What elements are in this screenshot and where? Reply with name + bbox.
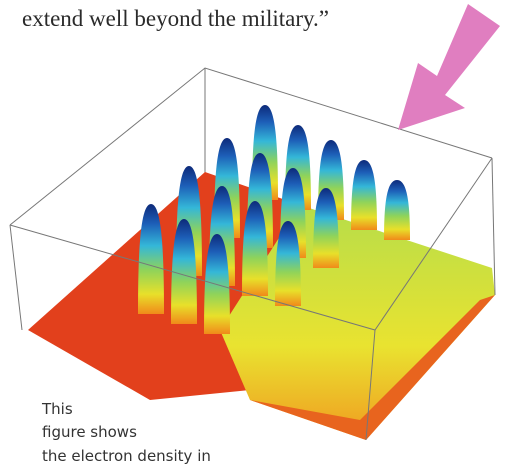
- quote: extend well beyond the military.”: [22, 6, 329, 32]
- peak: [351, 160, 377, 230]
- caption-line: the electron density in: [42, 447, 211, 465]
- figure: [0, 0, 507, 467]
- arrow: [398, 4, 500, 130]
- caption-line: figure shows: [42, 423, 137, 441]
- page: extend well beyond the military.” This f…: [0, 0, 507, 467]
- caption-line: This: [42, 400, 73, 418]
- peak: [384, 180, 410, 240]
